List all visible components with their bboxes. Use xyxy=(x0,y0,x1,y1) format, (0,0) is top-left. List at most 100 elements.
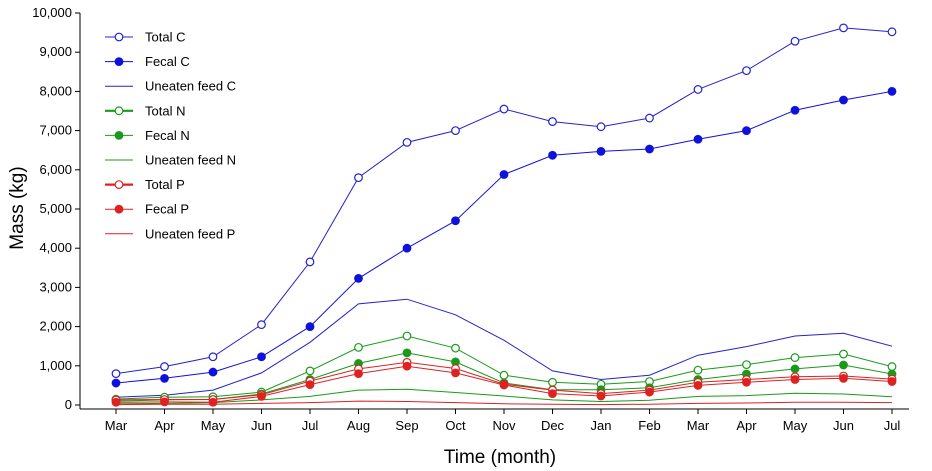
data-point xyxy=(257,320,266,330)
legend-item-total-n: Total N xyxy=(105,103,185,118)
data-point xyxy=(790,364,800,374)
data-point xyxy=(839,360,848,370)
y-tick-label: 6,000 xyxy=(39,162,72,177)
data-point xyxy=(742,126,751,136)
series-uneaten-feed-p xyxy=(115,400,893,406)
legend-swatch-marker xyxy=(114,204,124,214)
series-group xyxy=(111,23,897,407)
legend-label: Total C xyxy=(145,30,185,45)
data-point xyxy=(451,216,460,226)
data-point xyxy=(693,134,703,144)
data-point xyxy=(887,377,897,386)
data-point xyxy=(548,150,557,160)
y-tick-label: 3,000 xyxy=(39,279,72,294)
legend-item-uneaten-feed-c: Uneaten feed C xyxy=(105,79,236,94)
data-point xyxy=(111,378,121,388)
data-point xyxy=(839,95,848,105)
data-point xyxy=(693,365,703,375)
x-tick-label: Mar xyxy=(687,418,710,433)
data-point xyxy=(596,391,606,401)
x-tick-label: May xyxy=(201,418,226,433)
series-fecal-c xyxy=(111,86,897,388)
data-point xyxy=(354,369,363,379)
y-tick-label: 0 xyxy=(65,397,72,412)
data-point xyxy=(305,366,315,376)
series-uneaten-feed-c xyxy=(115,298,893,398)
axes: 0 1,000 2,000 3,000 4,000 5,000 6,000 7,000 8,00… xyxy=(32,5,909,433)
data-point xyxy=(887,86,897,96)
data-point xyxy=(451,368,460,378)
data-point xyxy=(160,362,169,371)
x-tick-label: Sep xyxy=(395,418,418,433)
data-point xyxy=(790,36,800,46)
legend-swatch-marker xyxy=(114,32,124,42)
data-point xyxy=(596,122,606,132)
x-tick-label: Jan xyxy=(591,418,612,433)
data-point xyxy=(305,380,315,390)
data-point xyxy=(596,146,606,156)
legend-item-fecal-n: Fecal N xyxy=(105,128,190,143)
data-point xyxy=(111,369,121,379)
data-point xyxy=(354,273,363,283)
data-point xyxy=(693,381,703,390)
legend-item-fecal-c: Fecal C xyxy=(105,54,190,69)
y-tick-label: 5,000 xyxy=(39,201,72,216)
data-point xyxy=(208,367,218,377)
data-point xyxy=(742,360,751,370)
data-point xyxy=(548,389,557,399)
y-axis-title: Mass (kg) xyxy=(7,166,28,249)
legend-swatch-marker xyxy=(114,106,124,116)
data-point xyxy=(305,257,315,267)
data-point xyxy=(548,377,557,387)
y-tick-label: 9,000 xyxy=(39,44,72,59)
data-point xyxy=(402,331,412,341)
data-point xyxy=(693,85,703,94)
data-point xyxy=(645,387,654,397)
x-tick-label: Jun xyxy=(251,418,272,433)
data-point xyxy=(499,370,509,380)
x-tick-label: Apr xyxy=(736,418,757,433)
data-point xyxy=(257,352,266,362)
y-tick-label: 7,000 xyxy=(39,123,72,138)
series-uneaten-feed-n xyxy=(115,388,893,405)
legend-swatch-marker xyxy=(114,57,124,66)
x-tick-label: Nov xyxy=(492,418,516,433)
data-point xyxy=(499,104,509,114)
x-tick-label: Dec xyxy=(541,418,565,433)
data-point xyxy=(354,173,363,183)
data-point xyxy=(402,137,412,147)
data-point xyxy=(451,343,460,353)
data-point xyxy=(402,348,412,358)
data-point xyxy=(208,397,218,407)
data-point xyxy=(402,361,412,371)
data-point xyxy=(742,377,751,387)
data-point xyxy=(208,352,218,362)
data-point xyxy=(354,342,363,352)
y-tick-label: 1,000 xyxy=(39,358,72,373)
data-point xyxy=(645,113,654,123)
x-tick-label: May xyxy=(783,418,808,433)
x-tick-label: Mar xyxy=(105,418,128,433)
legend-label: Fecal P xyxy=(145,202,189,217)
y-tick-label: 4,000 xyxy=(39,240,72,255)
legend-swatch-marker xyxy=(114,180,124,190)
legend-swatch-marker xyxy=(114,130,124,140)
data-point xyxy=(499,170,509,179)
legend-item-uneaten-feed-p: Uneaten feed P xyxy=(105,226,235,241)
x-tick-label: Feb xyxy=(638,418,660,433)
x-tick-label: Aug xyxy=(347,418,370,433)
series-line-uneaten-feed-c xyxy=(115,298,893,398)
data-point xyxy=(790,105,800,115)
legend-label: Fecal N xyxy=(145,128,190,143)
data-point xyxy=(887,362,897,371)
data-point xyxy=(742,66,751,76)
x-axis-title: Time (month) xyxy=(444,447,556,468)
x-tick-label: Jun xyxy=(833,418,854,433)
data-point xyxy=(305,322,315,332)
legend-label: Total P xyxy=(145,177,185,192)
y-tick-label: 8,000 xyxy=(39,83,72,98)
data-point xyxy=(887,27,897,37)
data-point xyxy=(548,117,557,126)
legend-label: Total N xyxy=(145,103,185,118)
